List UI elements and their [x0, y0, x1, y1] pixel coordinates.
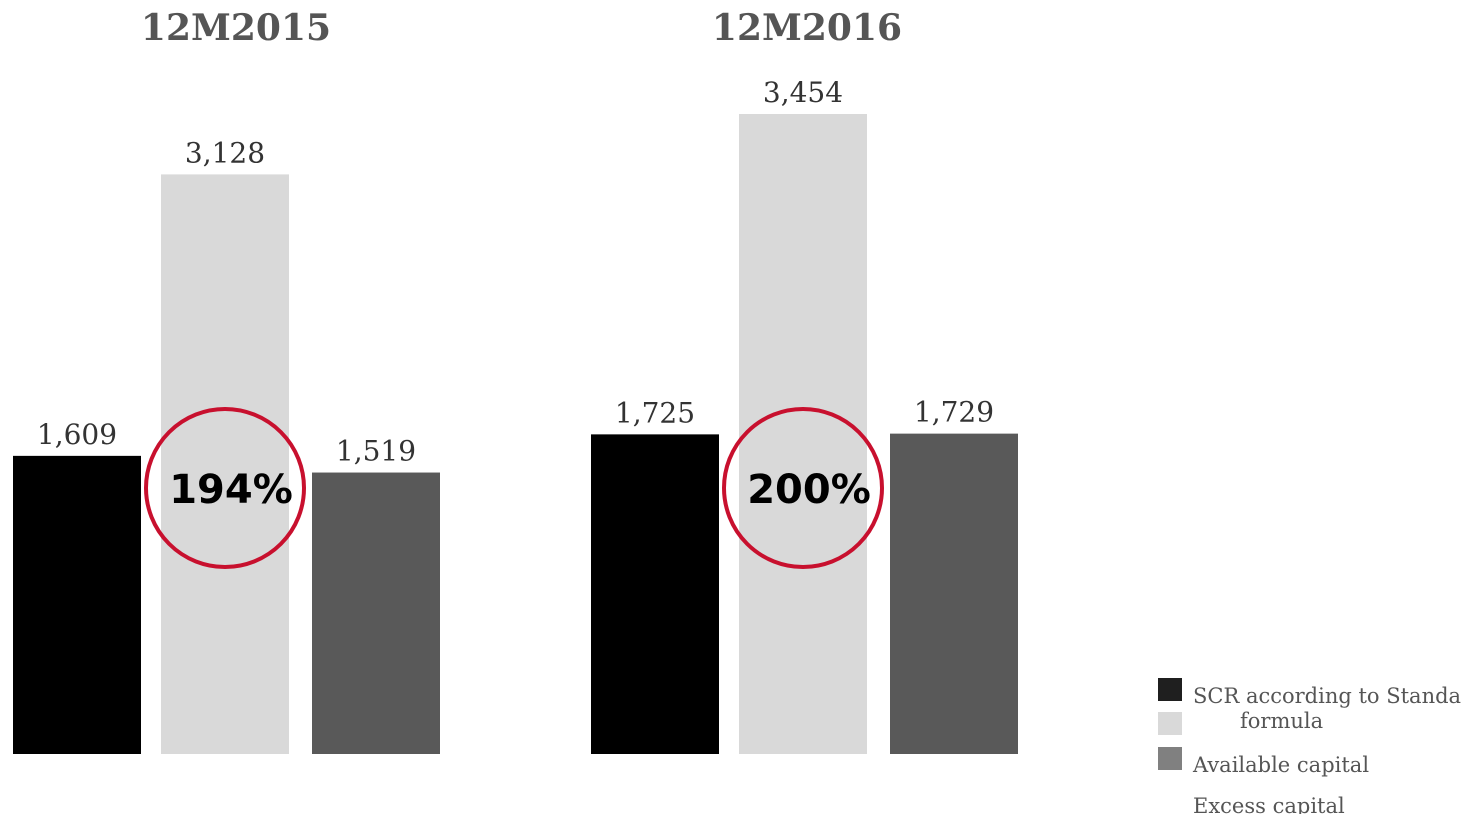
ratio-circle-12M2016: [722, 407, 884, 569]
legend-label-0: SCR according to Standard: [1193, 684, 1461, 708]
value-label-12M2016-series-2: 1,729: [914, 396, 994, 429]
value-label-12M2016-series-1: 3,454: [763, 76, 843, 109]
bar-12M2016-series-0: [591, 434, 719, 754]
bar-12M2015-series-2: [312, 472, 440, 754]
value-label-12M2016-series-0: 1,725: [615, 396, 695, 429]
legend-swatch-0: [1158, 678, 1182, 701]
legend-label-2: Available capital: [1192, 753, 1369, 777]
value-label-12M2015-series-0: 1,609: [37, 418, 117, 451]
value-label-12M2015-series-1: 3,128: [185, 136, 265, 169]
legend-label-0-cont: formula: [1240, 709, 1323, 733]
legend-label-3: Excess capital: [1193, 794, 1345, 814]
bar-12M2015-series-0: [13, 455, 141, 754]
ratio-label-12M2016: 200%: [747, 467, 871, 513]
bar-12M2016-series-2: [890, 433, 1018, 754]
group-title-12M2015: 12M2015: [141, 7, 331, 49]
ratio-label-12M2015: 194%: [169, 467, 293, 513]
group-title-12M2016: 12M2016: [712, 7, 902, 49]
ratio-circle-12M2015: [144, 407, 306, 569]
legend-swatch-2: [1158, 747, 1182, 770]
value-label-12M2015-series-2: 1,519: [336, 435, 416, 468]
bar-12M2016-series-1: [739, 114, 867, 754]
bar-12M2015-series-1: [161, 174, 289, 754]
legend-swatch-1: [1158, 712, 1182, 735]
